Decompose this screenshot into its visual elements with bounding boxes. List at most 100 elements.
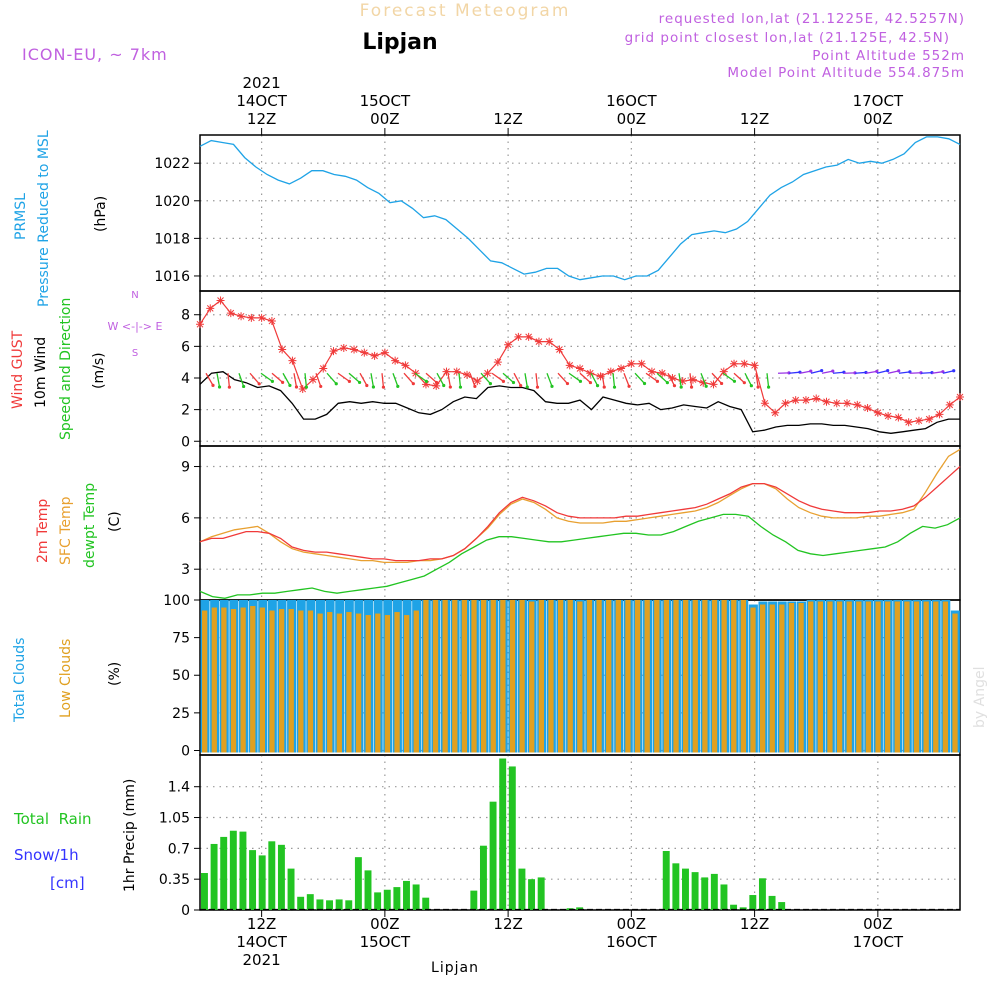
wind-arrow-head <box>511 380 516 385</box>
compass-we: W <-|-> E <box>108 320 163 333</box>
wind-arrow-head <box>642 381 647 386</box>
wind-arrow <box>227 373 231 388</box>
bar-low-clouds <box>404 615 410 753</box>
bar-low-clouds <box>307 610 314 753</box>
gust-point <box>360 348 369 357</box>
gust-point <box>432 381 441 390</box>
x-tick-label-bottom: 15OCT <box>360 933 411 951</box>
wind-arrow <box>458 373 462 388</box>
wind-arrow-head <box>334 382 338 386</box>
y-tick-label: 9 <box>181 460 190 476</box>
label-wind-gust: Wind GUST <box>10 330 26 409</box>
gust-point <box>719 367 728 376</box>
bar-low-clouds <box>327 612 333 753</box>
wind-arrow-head <box>347 379 352 383</box>
gust-point <box>750 361 759 370</box>
bar-rain <box>682 868 689 910</box>
gust-point <box>843 399 852 408</box>
gust-point <box>524 332 533 341</box>
bar-low-clouds <box>904 601 910 753</box>
bar-low-clouds <box>596 600 602 753</box>
bar-rain <box>749 895 757 910</box>
wind-arrow-head <box>875 369 879 373</box>
bar-low-clouds <box>875 601 881 753</box>
wind-arrow-head <box>411 382 415 386</box>
x-tick-label-top: 00Z <box>863 110 892 128</box>
gust-point <box>493 358 502 367</box>
gust-point <box>247 313 256 322</box>
gust-point <box>873 408 882 417</box>
gust-point <box>473 377 482 386</box>
wind-arrow-head <box>897 369 901 373</box>
label-hpa: (hPa) <box>93 196 109 232</box>
x-tick-label-top: 17OCT <box>853 92 904 110</box>
bar-low-clouds <box>490 600 496 753</box>
wind-arrow-head <box>732 379 737 383</box>
gust-point <box>914 416 923 425</box>
gust-point <box>380 348 389 357</box>
header-point-altitude: Point Altitude 552m <box>812 48 965 64</box>
wind-arrow-head <box>655 379 660 383</box>
bar-rain <box>701 877 709 910</box>
wind-arrow-head <box>525 385 529 389</box>
wind-arrow-head <box>766 385 771 389</box>
label-total-rain: Total Rain <box>13 810 92 828</box>
bar-low-clouds <box>663 600 670 753</box>
bar-rain <box>537 877 545 910</box>
x-tick-label-top: 12Z <box>740 110 769 128</box>
gust-point <box>637 359 646 368</box>
bar-rain <box>239 831 247 910</box>
bar-rain <box>422 897 430 910</box>
y-tick-label: 1022 <box>154 156 190 172</box>
bar-low-clouds <box>759 604 766 753</box>
x-tick-label-top: 2021 <box>243 74 281 92</box>
wind-arrow <box>799 370 811 374</box>
y-tick-label: 1.05 <box>159 811 190 827</box>
header-model: ICON-EU, ~ 7km <box>22 45 168 64</box>
bar-low-clouds <box>615 600 621 753</box>
label-snow: Snow/1h <box>14 846 79 864</box>
bar-rain <box>508 766 516 910</box>
bar-low-clouds <box>509 600 516 753</box>
wind-arrow-head <box>357 380 362 385</box>
bar-low-clouds <box>625 600 631 753</box>
gust-point <box>853 400 862 409</box>
bar-rain <box>383 889 391 910</box>
wind-arrow <box>205 372 214 386</box>
wind-arrow-head <box>756 385 760 389</box>
bar-rain <box>364 870 372 910</box>
wind-arrow <box>810 369 822 374</box>
bar-low-clouds <box>856 601 862 753</box>
wind-arrow <box>546 373 553 387</box>
wind-arrow-head <box>595 384 600 388</box>
bar-low-clouds <box>634 600 641 753</box>
label-dewpt-temp: dewpt Temp <box>82 483 98 568</box>
label-precip-mm: 1hr Precip (mm) <box>122 779 138 892</box>
wind-arrow-head <box>565 381 570 386</box>
wind-arrow <box>876 369 888 374</box>
footer-location: Lipjan <box>431 960 479 976</box>
gust-point <box>267 317 276 326</box>
bar-rain <box>268 841 276 910</box>
bar-rain <box>249 850 257 910</box>
wind-arrow-head <box>365 383 369 388</box>
wind-arrow-head <box>820 368 824 373</box>
wind-arrow <box>634 372 646 384</box>
wind-arrow <box>601 373 605 388</box>
bar-rain <box>201 873 208 910</box>
wind-arrow <box>821 370 833 374</box>
gust-point <box>822 397 831 406</box>
bar-low-clouds <box>480 600 487 753</box>
x-tick-label-bottom: 2021 <box>243 951 281 969</box>
wind-arrow <box>942 370 954 374</box>
bar-low-clouds <box>827 601 833 753</box>
y-tick-label: 25 <box>172 706 190 722</box>
bar-rain <box>277 844 285 910</box>
wind-arrow-head <box>319 384 323 389</box>
gust-point <box>801 396 810 405</box>
gust-point <box>196 320 204 329</box>
wind-arrow <box>469 373 476 387</box>
x-tick-label-bottom: 00Z <box>370 915 399 933</box>
bar-low-clouds <box>471 600 477 753</box>
wind-arrow <box>612 373 616 388</box>
